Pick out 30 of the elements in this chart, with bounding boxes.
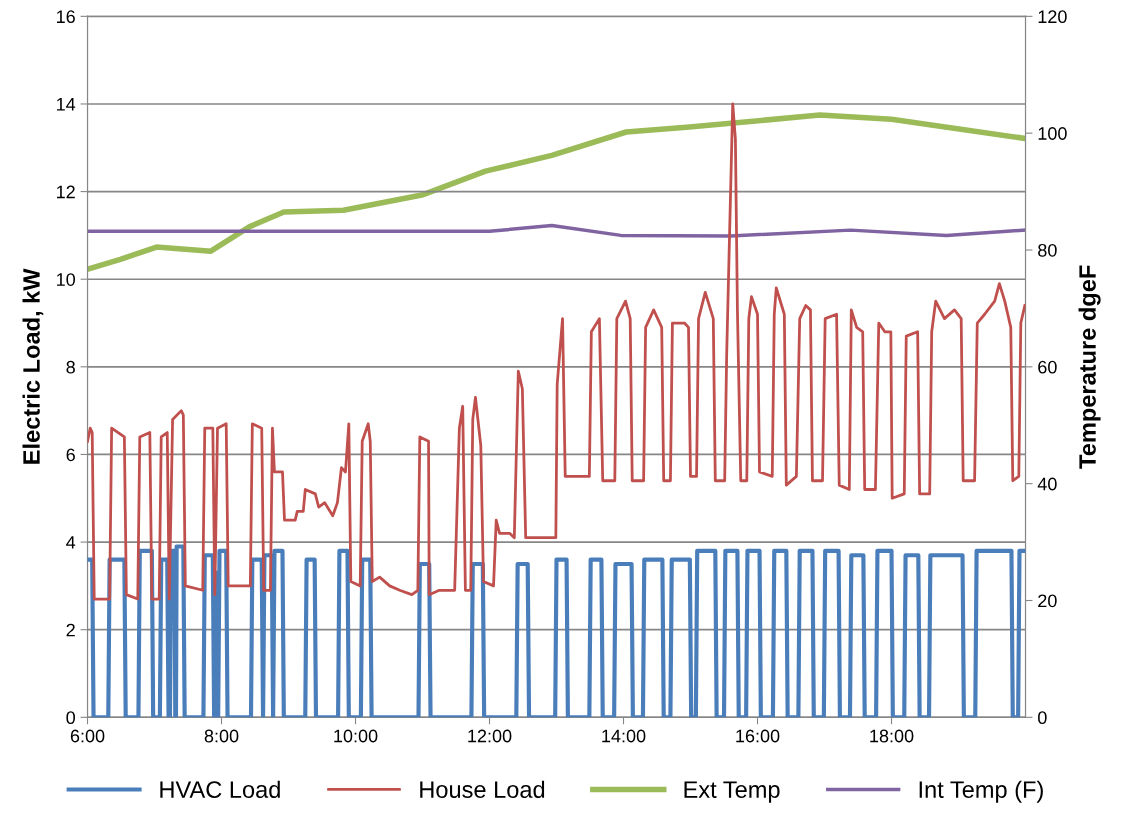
line-series [87, 223, 1026, 238]
y2-tick-label: 60 [1038, 360, 1057, 374]
x-tick-label: 16:00 [736, 729, 780, 743]
x-tick-label: 8:00 [204, 729, 239, 743]
y2-tick-label: 0 [1038, 711, 1047, 725]
x-tick-label: 14:00 [602, 729, 646, 743]
y2-tick-label: 100 [1038, 127, 1067, 140]
legend-label: Int Temp (F) [919, 780, 1043, 803]
legend-label: House Load [420, 780, 545, 798]
legend-label: HVAC Load [160, 780, 280, 798]
y-tick-label: 10 [57, 273, 76, 286]
y-tick-label: 8 [66, 360, 75, 374]
y-axis-title: Electric Load, kW [22, 268, 44, 464]
y2-tick-label: 80 [1038, 243, 1057, 257]
y2-tick-label: 40 [1037, 477, 1057, 491]
legend-label: Ext Temp [684, 781, 780, 803]
x-tick-label: 10:00 [334, 729, 378, 743]
y-tick-label: 6 [66, 448, 75, 462]
y-tick-label: 0 [66, 711, 76, 725]
x-tick-label: 18:00 [870, 729, 914, 743]
y-tick-label: 16 [57, 10, 75, 24]
y-tick-label: 14 [57, 98, 76, 111]
y2-tick-label: 120 [1038, 10, 1067, 24]
y-tick-label: 12 [57, 185, 75, 199]
y2-tick-label: 20 [1038, 594, 1057, 608]
y-tick-label: 2 [66, 623, 75, 637]
x-tick-label: 12:00 [468, 729, 512, 743]
y-tick-label: 4 [66, 536, 76, 549]
y2-axis-title: Temperature dgeF [1078, 265, 1101, 469]
x-tick-label: 6:00 [70, 729, 105, 743]
